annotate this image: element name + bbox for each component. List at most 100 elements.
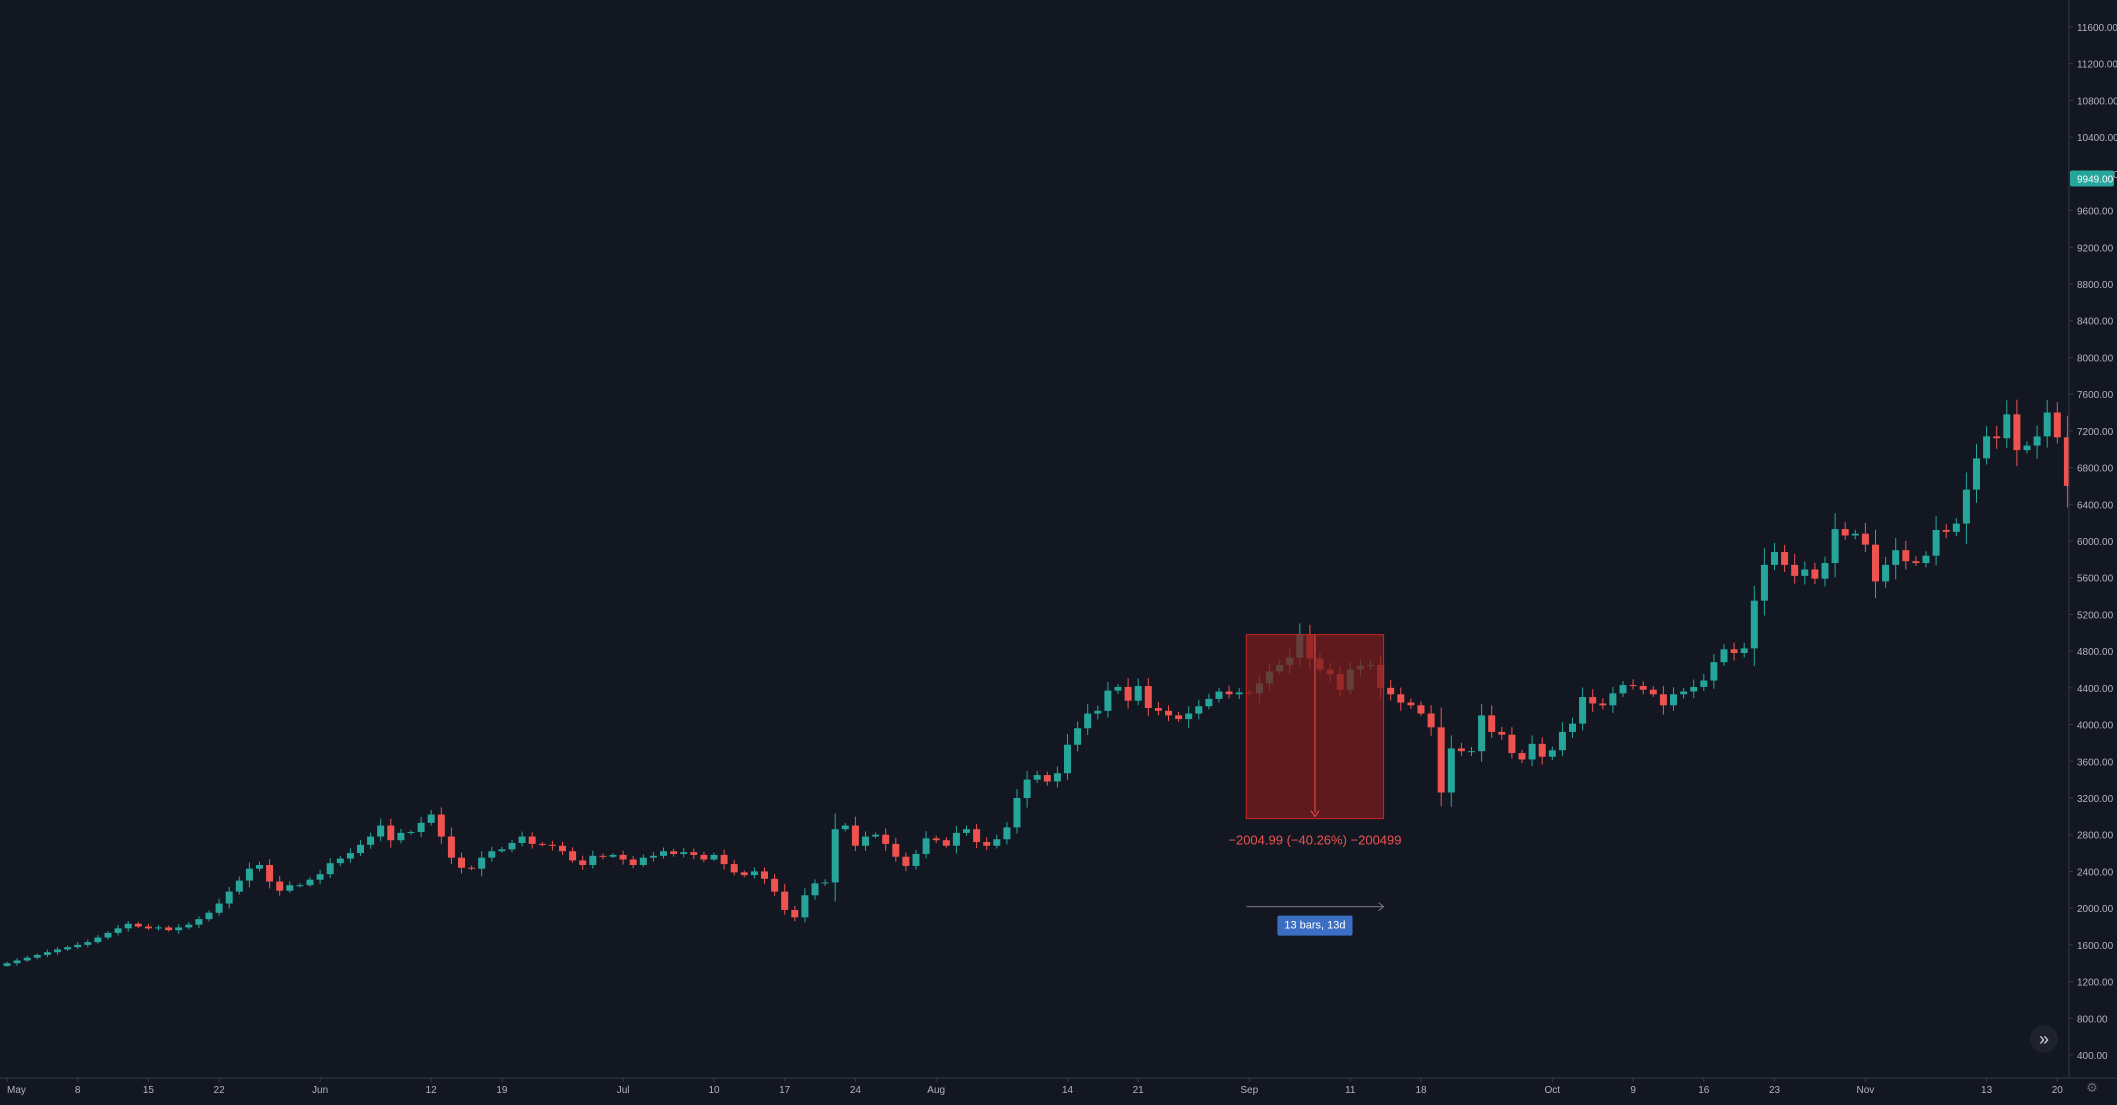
candle-body [1044, 775, 1051, 781]
candle-body [115, 928, 122, 933]
candle-body [1721, 649, 1728, 662]
candle-body [781, 892, 788, 910]
candle [1630, 679, 1637, 689]
candle [902, 852, 909, 871]
candle [690, 849, 697, 860]
candle-body [1872, 545, 1879, 582]
candle [1054, 767, 1061, 788]
candle-body [1428, 714, 1435, 728]
candle [1559, 722, 1566, 756]
candle [1529, 735, 1536, 766]
candle [2024, 441, 2031, 453]
candle-body [1690, 687, 1697, 692]
candle [1670, 687, 1677, 711]
candle [1175, 712, 1182, 722]
time-tick-label: Sep [1240, 1085, 1258, 1096]
candle-body [468, 868, 475, 869]
candle-body [256, 865, 263, 869]
candle [24, 956, 31, 962]
candle [4, 962, 11, 967]
candle [519, 832, 526, 847]
candle [1609, 687, 1616, 713]
candle-body [711, 855, 718, 860]
candle-body [1397, 694, 1404, 702]
candle [2034, 425, 2041, 458]
candle [286, 881, 293, 893]
candle-body [862, 837, 869, 846]
candle [74, 942, 81, 949]
candle [195, 916, 202, 928]
candle [1428, 705, 1435, 736]
candle-body [721, 855, 728, 864]
candle-body [478, 858, 485, 869]
candle-body [1195, 706, 1202, 713]
candle-body [1842, 529, 1849, 535]
candle [1751, 586, 1758, 666]
candle [1438, 708, 1445, 807]
price-tick-label: 9200.00 [2077, 243, 2114, 254]
candle-body [1064, 745, 1071, 773]
time-tick-label: 13 [1981, 1085, 1993, 1096]
candle [1387, 680, 1394, 701]
price-tick-label: 1600.00 [2077, 941, 2114, 952]
candle-body [2054, 413, 2061, 438]
candle [1236, 688, 1243, 699]
candle-body [175, 927, 182, 930]
candle-body [620, 855, 627, 860]
candle-body [1700, 681, 1707, 687]
candle-body [14, 960, 21, 963]
scroll-to-latest-button[interactable]: » [2030, 1025, 2058, 1053]
candle-body [1862, 534, 1869, 545]
candle [963, 825, 970, 835]
candle [1620, 681, 1627, 697]
candle-body [519, 837, 526, 843]
candle-body [1751, 601, 1758, 649]
candle-body [1125, 687, 1132, 701]
candle [731, 860, 738, 875]
candle [1125, 678, 1132, 708]
candle-body [1478, 715, 1485, 751]
candle-body [1559, 732, 1566, 750]
candle-body [872, 835, 879, 837]
candle-body [1084, 714, 1091, 729]
price-tick-label: 9600.00 [2077, 207, 2114, 218]
candle-body [509, 843, 516, 849]
candle-body [1801, 569, 1808, 575]
candle-body [751, 871, 758, 875]
candle [1902, 541, 1909, 570]
candle-body [498, 849, 505, 851]
candle-body [1811, 569, 1818, 578]
candle-body [1014, 798, 1021, 827]
candle-body [771, 879, 778, 892]
candle [1226, 686, 1233, 699]
candle [509, 840, 516, 852]
candle-body [1104, 691, 1111, 711]
gear-icon: ⚙ [2086, 1080, 2098, 1096]
candle [397, 829, 404, 844]
candle-body [963, 829, 970, 833]
candle [1933, 516, 1940, 565]
candle [94, 935, 101, 944]
chart-settings-button[interactable]: ⚙ [2084, 1080, 2100, 1096]
candle-body [1205, 699, 1212, 706]
candle [1842, 522, 1849, 540]
candle [266, 859, 273, 888]
candle-body [1993, 436, 2000, 438]
candle [1579, 688, 1586, 731]
time-tick-label: Nov [1857, 1085, 1875, 1096]
price-axis[interactable]: 400.00800.001200.001600.002000.002400.00… [2069, 0, 2117, 1078]
candle [1024, 771, 1031, 808]
price-tick-label: 10800.00 [2077, 96, 2117, 107]
candle [115, 925, 122, 936]
candle-body [397, 833, 404, 840]
price-tick-label: 1200.00 [2077, 978, 2114, 989]
candle-body [216, 904, 223, 913]
candle [256, 862, 263, 872]
candle-body [660, 851, 667, 856]
time-tick-label: 23 [1769, 1085, 1781, 1096]
candle-body [125, 924, 132, 929]
